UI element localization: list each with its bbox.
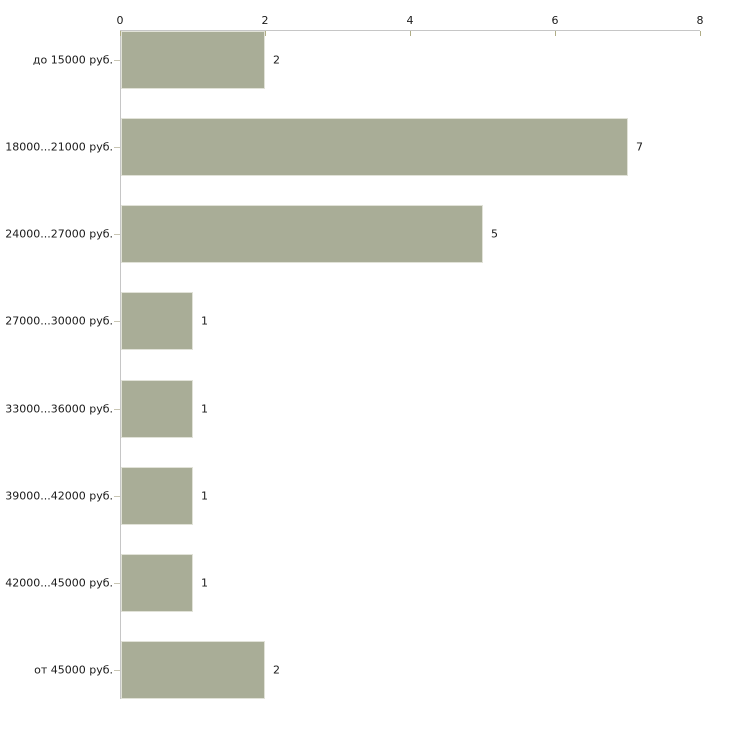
bar xyxy=(121,554,193,612)
value-label: 2 xyxy=(273,663,280,677)
value-label: 2 xyxy=(273,53,280,67)
x-axis-tick-label: 4 xyxy=(406,14,414,27)
category-tick xyxy=(114,409,120,410)
x-axis-tick xyxy=(555,31,556,36)
category-label: до 15000 руб. xyxy=(32,53,113,67)
value-label: 1 xyxy=(201,576,208,590)
category-tick xyxy=(114,60,120,61)
category-tick xyxy=(114,321,120,322)
bar xyxy=(121,118,628,176)
category-tick xyxy=(114,147,120,148)
value-label: 1 xyxy=(201,402,208,416)
category-tick xyxy=(114,496,120,497)
category-label: 27000...30000 руб. xyxy=(5,314,113,328)
x-axis-tick-label: 0 xyxy=(116,14,124,27)
bar xyxy=(121,292,193,350)
bar xyxy=(121,467,193,525)
bar xyxy=(121,380,193,438)
x-axis-tick xyxy=(700,31,701,36)
value-label: 5 xyxy=(491,227,498,241)
category-label: от 45000 руб. xyxy=(34,663,113,677)
x-axis-tick xyxy=(120,31,121,36)
y-axis-line xyxy=(120,30,121,699)
category-tick xyxy=(114,234,120,235)
x-axis-line xyxy=(120,30,700,31)
category-label: 24000...27000 руб. xyxy=(5,227,113,241)
x-axis-tick-label: 6 xyxy=(551,14,559,27)
value-label: 7 xyxy=(636,140,643,154)
x-axis-tick-label: 8 xyxy=(696,14,704,27)
category-label: 39000...42000 руб. xyxy=(5,489,113,503)
bar xyxy=(121,31,265,89)
category-tick xyxy=(114,670,120,671)
category-label: 33000...36000 руб. xyxy=(5,402,113,416)
bar xyxy=(121,205,483,263)
x-axis-tick xyxy=(410,31,411,36)
category-label: 18000...21000 руб. xyxy=(5,140,113,154)
x-axis-tick-label: 2 xyxy=(261,14,269,27)
x-axis-tick xyxy=(265,31,266,36)
category-label: 42000...45000 руб. xyxy=(5,576,113,590)
value-label: 1 xyxy=(201,314,208,328)
category-tick xyxy=(114,583,120,584)
bar xyxy=(121,641,265,699)
value-label: 1 xyxy=(201,489,208,503)
